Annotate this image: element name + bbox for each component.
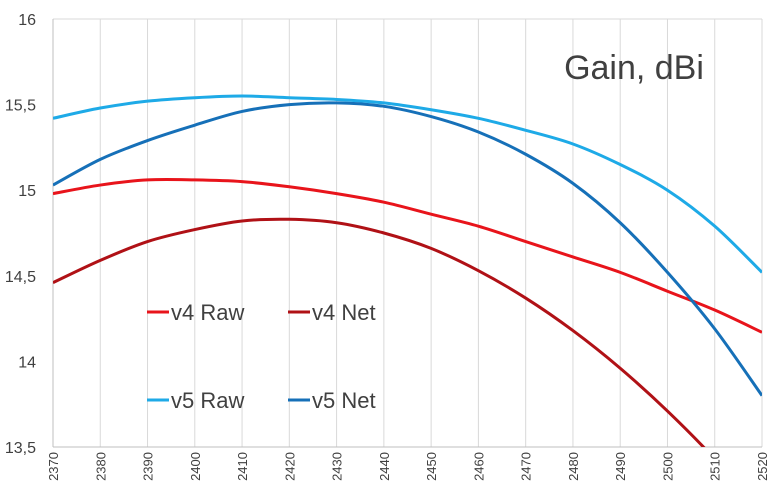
x-tick-label: 2460 [471,452,486,481]
x-tick-label: 2520 [755,452,770,481]
y-tick-label: 15,5 [5,98,36,115]
series-lines [53,94,762,447]
grid [52,18,763,447]
y-tick-label: 14,5 [5,269,36,286]
x-tick-label: 2490 [613,452,628,481]
x-tick-label: 2410 [235,452,250,481]
legend-label-v5-net: v5 Net [312,388,376,413]
x-tick-label: 2500 [660,452,675,481]
x-tick-label: 2390 [141,452,156,481]
series-line-v4-net [53,217,706,447]
series-line-v4-raw [53,177,762,334]
x-tick-label: 2470 [519,452,534,481]
chart-title: Gain, dBi [564,49,704,87]
x-tick-label: 2420 [282,452,297,481]
x-tick-label: 2480 [566,452,581,481]
legend-label-v4-net: v4 Net [312,300,376,325]
y-tick-label: 14 [18,354,36,371]
x-tick-label: 2400 [188,452,203,481]
y-tick-label: 16 [18,12,36,29]
legend-label-v4-raw: v4 Raw [171,300,244,325]
x-tick-label: 2370 [46,452,61,481]
x-tick-label: 2450 [424,452,439,481]
axes: 2370 2380 2390 2400 2410 2420 2430 2440 2450 2460… [5,12,770,481]
x-tick-label: 2510 [708,452,723,481]
series-line-v5-raw [53,94,762,274]
x-tick-label: 2430 [330,452,345,481]
legend: v4 Raw v4 Net v5 Raw v5 Net [147,300,376,413]
y-tick-label: 15 [18,183,36,200]
x-tick-label: 2380 [93,452,108,481]
legend-label-v5-raw: v5 Raw [171,388,244,413]
series-line-v5-net [53,101,762,397]
x-tick-label: 2440 [377,452,392,481]
y-tick-label: 13,5 [5,440,36,457]
